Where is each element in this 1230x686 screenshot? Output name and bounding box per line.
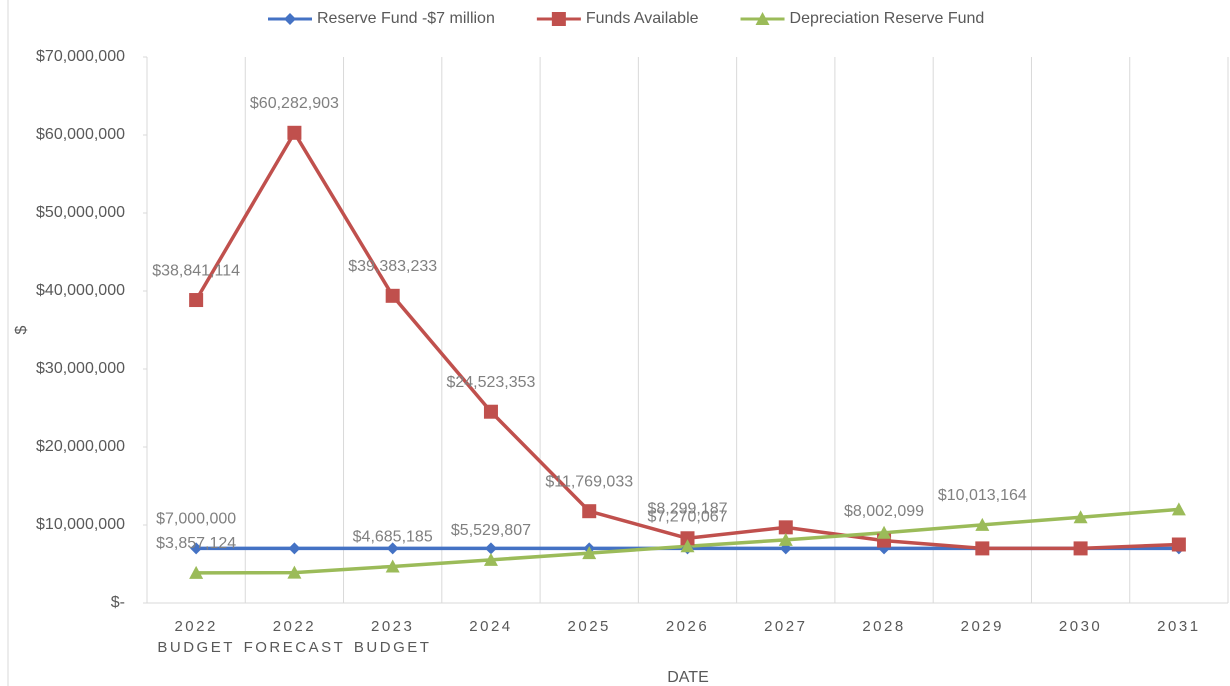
y-tick-label: $70,000,000 xyxy=(36,48,125,65)
triangle-marker xyxy=(582,546,597,560)
x-tick-label: BUDGET xyxy=(354,639,432,656)
legend-label: Depreciation Reserve Fund xyxy=(790,10,985,27)
data-label: $11,769,033 xyxy=(545,473,633,490)
triangle-marker xyxy=(189,565,204,579)
y-tick-label: $30,000,000 xyxy=(36,360,125,377)
x-tick-label: 2029 xyxy=(961,618,1004,635)
y-tick-label: $40,000,000 xyxy=(36,282,125,299)
x-tick-label: 2025 xyxy=(568,618,611,635)
triangle-marker xyxy=(287,565,302,579)
y-tick-label: $- xyxy=(111,594,125,611)
triangle-marker xyxy=(877,525,892,539)
data-label: $5,529,807 xyxy=(451,522,531,539)
square-marker xyxy=(1073,541,1088,556)
square-marker xyxy=(189,293,204,308)
x-tick-label: 2027 xyxy=(764,618,807,635)
square-marker xyxy=(385,288,400,303)
legend-label: Funds Available xyxy=(586,10,699,27)
triangle-marker xyxy=(483,552,498,566)
legend-marker xyxy=(755,12,770,25)
x-tick-label: FORECAST xyxy=(244,639,346,656)
y-tick-label: $60,000,000 xyxy=(36,126,125,143)
y-tick-label: $20,000,000 xyxy=(36,438,125,455)
x-tick-label: 2028 xyxy=(862,618,905,635)
x-tick-label: 2030 xyxy=(1059,618,1102,635)
x-axis-title: DATE xyxy=(667,669,708,686)
triangle-marker xyxy=(1073,510,1088,524)
y-tick-label: $50,000,000 xyxy=(36,204,125,221)
triangle-marker xyxy=(1171,502,1186,516)
triangle-marker xyxy=(975,517,990,531)
legend: Reserve Fund -$7 million Funds Available D… xyxy=(268,10,984,27)
y-tick-label: $10,000,000 xyxy=(36,516,125,533)
data-label: $24,523,353 xyxy=(446,374,535,391)
diamond-marker xyxy=(484,542,497,555)
data-label: $60,282,903 xyxy=(250,95,339,112)
x-tick-label: BUDGET xyxy=(157,639,235,656)
diamond-marker xyxy=(288,542,301,555)
square-marker xyxy=(483,404,498,419)
x-tick-label: 2022 xyxy=(273,618,316,635)
data-label: $38,841,114 xyxy=(152,262,240,279)
square-marker xyxy=(975,541,990,556)
triangle-marker xyxy=(680,539,695,553)
x-tick-label: 2031 xyxy=(1157,618,1200,635)
square-marker xyxy=(582,504,597,519)
diamond-marker xyxy=(190,542,203,555)
data-label: $39,383,233 xyxy=(348,258,437,275)
x-tick-label: 2022 xyxy=(174,618,217,635)
diamond-marker xyxy=(386,542,399,555)
square-marker xyxy=(680,531,695,546)
data-label: $10,013,164 xyxy=(938,487,1027,504)
data-label: $7,270,067 xyxy=(647,509,727,526)
square-marker xyxy=(287,125,302,140)
y-axis-title: $ xyxy=(13,325,30,334)
data-label: $4,685,185 xyxy=(353,529,433,546)
data-label: $8,002,099 xyxy=(844,503,924,520)
triangle-marker xyxy=(778,532,793,546)
triangle-marker xyxy=(385,559,400,573)
x-tick-label: 2023 xyxy=(371,618,414,635)
data-label: $3,857,124 xyxy=(156,535,236,552)
x-tick-label: 2024 xyxy=(469,618,512,635)
square-marker xyxy=(778,520,793,535)
data-label: $7,000,000 xyxy=(156,511,236,528)
legend-marker xyxy=(284,13,296,25)
data-label: $8,299,187 xyxy=(647,500,727,517)
legend-marker xyxy=(551,12,566,26)
legend-label: Reserve Fund -$7 million xyxy=(317,10,495,27)
x-tick-label: 2026 xyxy=(666,618,709,635)
square-marker xyxy=(1171,537,1186,552)
